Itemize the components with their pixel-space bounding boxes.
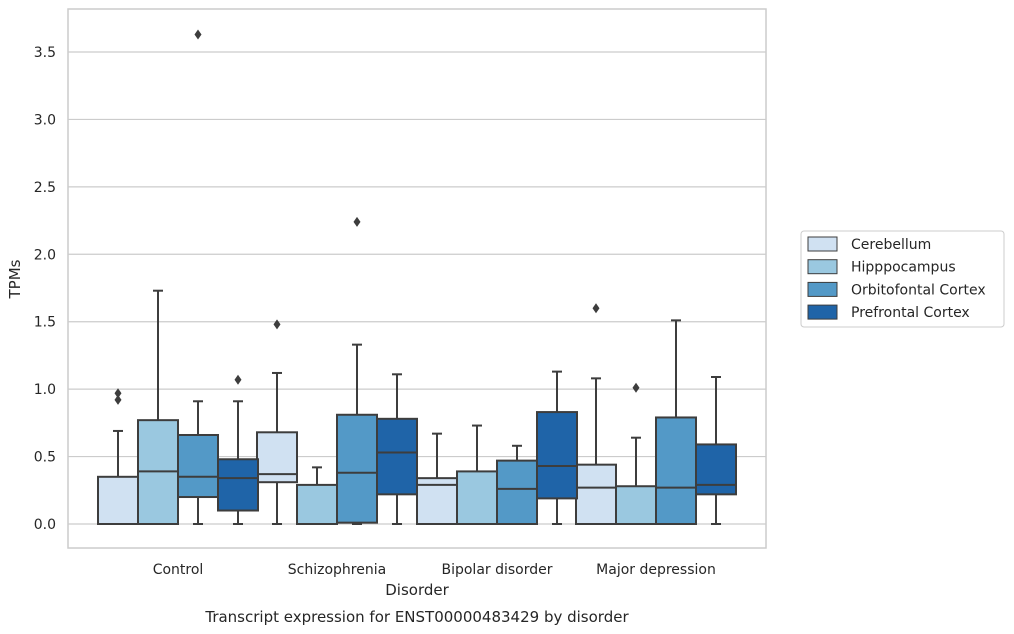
legend: Cerebellum Hipppocampus Orbitofontal Corte…: [800, 230, 1005, 328]
boxes: [97, 29, 737, 526]
chart-caption: Transcript expression for ENST0000048342…: [204, 608, 629, 626]
box-group: [536, 370, 578, 525]
outlier-marker: [114, 394, 122, 405]
y-tick-label: 0.5: [34, 450, 56, 466]
legend-label: Hipppocampus: [851, 260, 956, 276]
box-group: [296, 466, 338, 525]
x-tick-label: Major depression: [596, 562, 716, 578]
plot-area-frame: [67, 8, 767, 549]
outlier-marker: [632, 382, 640, 393]
legend-label: Orbitofontal Cortex: [851, 282, 986, 298]
y-tick-label: 2.0: [34, 247, 56, 263]
box-group: [456, 424, 498, 525]
box-group: [615, 382, 657, 525]
box-iqr: [496, 459, 538, 526]
box-group: [496, 444, 538, 526]
legend-swatch: [807, 259, 838, 275]
box-iqr: [376, 417, 418, 496]
y-tick-label: 1.5: [34, 315, 56, 331]
box-iqr: [336, 413, 378, 524]
y-tick-label: 1.0: [34, 382, 56, 398]
outlier-marker: [194, 29, 202, 40]
legend-swatch: [807, 236, 838, 252]
legend-label: Cerebellum: [851, 237, 931, 253]
box-group: [97, 388, 139, 525]
outlier-marker: [273, 319, 281, 330]
box-group: [575, 303, 617, 526]
box-iqr: [615, 485, 657, 525]
outlier-marker: [353, 216, 361, 227]
box-iqr: [97, 475, 139, 525]
x-tick-label: Bipolar disorder: [441, 562, 552, 578]
box-iqr: [575, 463, 617, 526]
box-iqr: [456, 470, 498, 525]
box-group: [376, 373, 418, 525]
box-group: [416, 432, 458, 525]
box-iqr: [217, 458, 259, 512]
legend-swatch: [807, 281, 838, 297]
legend-swatch: [807, 304, 838, 320]
box-group: [217, 374, 259, 525]
box-iqr: [296, 483, 338, 525]
box-iqr: [177, 433, 219, 499]
box-iqr: [695, 443, 737, 496]
x-tick-labels: Control Schizophrenia Bipolar disorder Majo…: [153, 562, 716, 578]
y-tick-labels: 0.0 0.5 1.0 1.5 2.0 2.5 3.0 3.5: [34, 45, 56, 533]
box-iqr: [536, 411, 578, 500]
outlier-marker: [114, 388, 122, 399]
outlier-marker: [234, 374, 242, 385]
outlier-marker: [592, 303, 600, 314]
box-group: [695, 376, 737, 525]
box-iqr: [655, 416, 697, 525]
box-group: [256, 319, 298, 525]
box-group: [177, 29, 219, 525]
x-tick-label: Control: [153, 562, 204, 578]
y-tick-label: 3.0: [34, 112, 56, 128]
legend-frame: [800, 230, 1005, 328]
x-axis-title: Disorder: [385, 581, 449, 599]
x-tick-label: Schizophrenia: [288, 562, 386, 578]
box-group: [137, 289, 179, 525]
y-tick-label: 0.0: [34, 517, 56, 533]
box-group: [336, 216, 378, 525]
box-group: [655, 319, 697, 525]
y-axis-title: TPMs: [6, 259, 24, 299]
y-tick-label: 2.5: [34, 180, 56, 196]
y-tick-label: 3.5: [34, 45, 56, 61]
legend-label: Prefrontal Cortex: [851, 305, 970, 321]
